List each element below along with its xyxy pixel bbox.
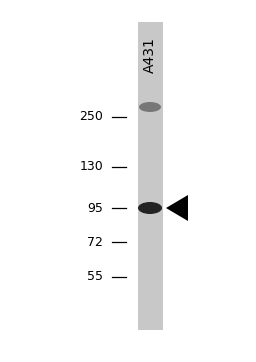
Text: 130: 130 xyxy=(79,160,103,173)
Polygon shape xyxy=(166,195,188,221)
Text: 95: 95 xyxy=(87,202,103,215)
Ellipse shape xyxy=(139,102,161,112)
Bar xyxy=(138,22,163,330)
Ellipse shape xyxy=(138,202,162,214)
Text: 250: 250 xyxy=(79,110,103,123)
Text: 72: 72 xyxy=(87,236,103,248)
Text: 55: 55 xyxy=(87,270,103,283)
Text: A431: A431 xyxy=(143,37,157,73)
